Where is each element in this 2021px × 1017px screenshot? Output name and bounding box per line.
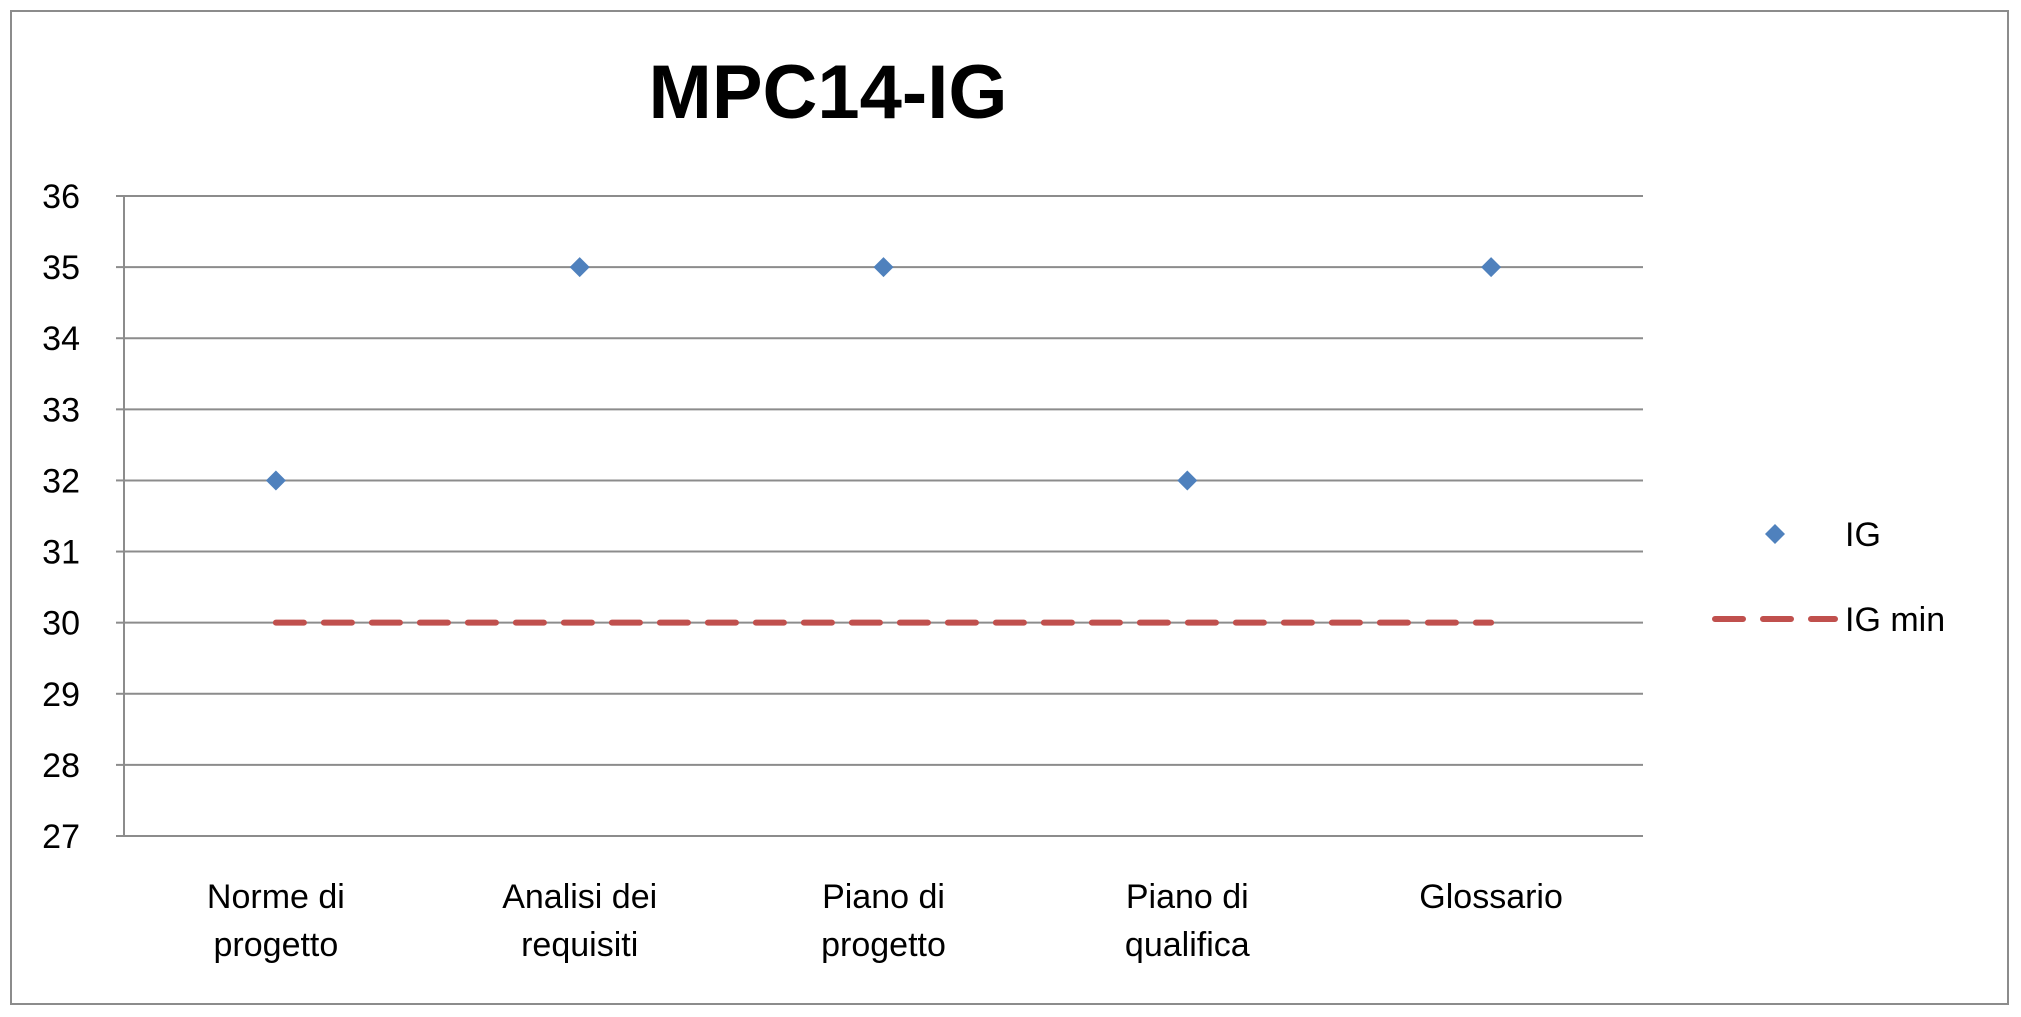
axes xyxy=(116,195,125,837)
legend-diamond-swatch xyxy=(1765,524,1785,544)
ig-point-marker xyxy=(1177,470,1198,491)
x-tick-label-line: qualifica xyxy=(1125,926,1250,964)
y-tick-label: 35 xyxy=(42,249,80,287)
y-tick-labels: 27 28 29 30 31 32 33 34 35 36 xyxy=(42,178,80,856)
y-tick-label: 30 xyxy=(42,605,80,643)
y-tick-label: 33 xyxy=(42,391,80,429)
chart-frame xyxy=(10,10,2009,1005)
x-tick-labels: Norme di progetto Analisi dei requisiti Pian… xyxy=(207,878,1563,964)
x-tick-label: Analisi dei requisiti xyxy=(502,878,657,964)
y-tick-label: 27 xyxy=(42,818,80,856)
y-tick-label: 32 xyxy=(42,462,80,500)
x-tick-label-line: Piano di xyxy=(1126,878,1249,916)
x-tick-label-line: Analisi dei xyxy=(502,878,657,916)
x-tick-label: Norme di progetto xyxy=(207,878,345,964)
y-tick-label: 28 xyxy=(42,747,80,785)
ig-point-marker xyxy=(1481,257,1502,278)
chart-title: MPC14-IG xyxy=(649,50,1008,135)
x-tick-label-line: Glossario xyxy=(1419,878,1563,916)
ig-point-marker xyxy=(569,257,590,278)
y-tick-label: 29 xyxy=(42,676,80,714)
y-tick-label: 34 xyxy=(42,320,80,358)
legend: IG IG min xyxy=(1712,516,1945,639)
series xyxy=(265,257,1502,626)
legend-label: IG min xyxy=(1845,601,1945,639)
y-tick-label: 31 xyxy=(42,534,80,572)
y-tick-label: 36 xyxy=(42,178,80,216)
x-tick-label-line: Norme di xyxy=(207,878,345,916)
x-tick-label: Glossario xyxy=(1419,878,1563,916)
legend-label: IG xyxy=(1845,516,1881,554)
x-tick-label: Piano di progetto xyxy=(821,878,946,964)
gridlines xyxy=(124,195,1643,837)
ig-point-marker xyxy=(873,257,894,278)
x-tick-label: Piano di qualifica xyxy=(1125,878,1250,964)
x-tick-label-line: Piano di xyxy=(822,878,945,916)
x-tick-label-line: progetto xyxy=(821,926,946,964)
ig-point-marker xyxy=(265,470,286,491)
x-tick-label-line: progetto xyxy=(214,926,339,964)
x-tick-label-line: requisiti xyxy=(521,926,638,964)
